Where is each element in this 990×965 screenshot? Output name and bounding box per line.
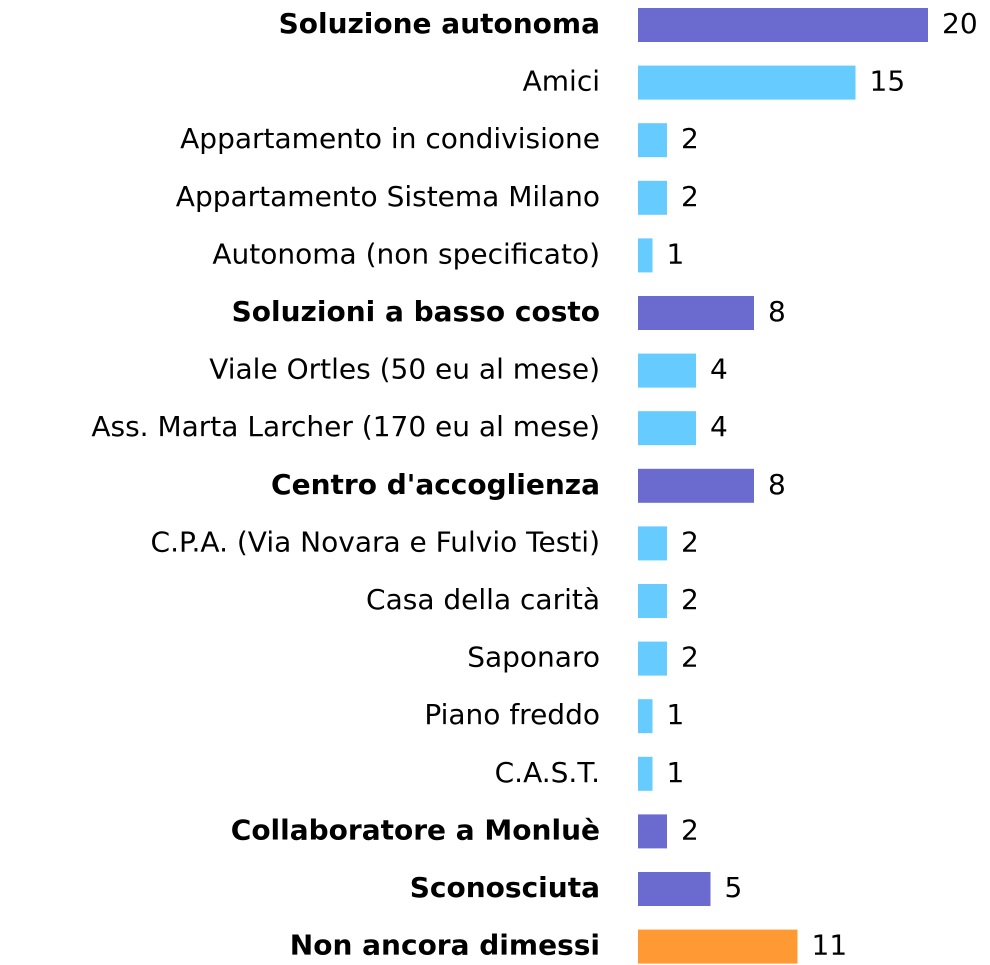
category-label: Saponaro	[467, 641, 600, 674]
category-label: Viale Ortles (50 eu al mese)	[209, 353, 600, 386]
value-label: 5	[725, 871, 743, 904]
bar	[638, 872, 711, 906]
bar	[638, 353, 696, 388]
value-label: 2	[681, 813, 699, 846]
bar	[638, 641, 667, 676]
bar	[638, 468, 754, 503]
category-label: Appartamento in condivisione	[180, 122, 600, 155]
value-label: 2	[681, 641, 699, 674]
bar	[638, 584, 667, 618]
bar	[638, 296, 754, 330]
value-label: 8	[768, 295, 786, 328]
category-label: Casa della carità	[366, 583, 600, 616]
value-label: 1	[667, 698, 685, 731]
value-label: 2	[681, 180, 699, 213]
category-label: Collaboratore a Monluè	[231, 813, 600, 846]
bar	[638, 180, 667, 215]
category-label: Centro d'accoglienza	[271, 468, 600, 501]
bar	[638, 65, 856, 100]
value-label: 4	[710, 410, 728, 443]
category-label: Amici	[523, 65, 600, 98]
category-label: Ass. Marta Larcher (170 eu al mese)	[91, 410, 600, 443]
value-label: 20	[942, 7, 978, 40]
category-label: Autonoma (non specificato)	[212, 237, 600, 270]
category-label: C.P.A. (Via Novara e Fulvio Testi)	[151, 525, 600, 558]
value-label: 2	[681, 583, 699, 616]
bar	[638, 238, 653, 273]
bar	[638, 411, 696, 446]
bar	[638, 814, 667, 849]
value-label: 11	[812, 929, 848, 962]
category-label: Sconosciuta	[410, 871, 600, 904]
value-label: 1	[667, 237, 685, 270]
value-label: 2	[681, 525, 699, 558]
category-label: C.A.S.T.	[495, 756, 600, 789]
category-label: Non ancora dimessi	[290, 929, 600, 962]
category-label: Soluzione autonoma	[279, 7, 600, 40]
category-label: Soluzioni a basso costo	[232, 295, 600, 328]
value-label: 15	[870, 65, 906, 98]
category-label: Appartamento Sistema Milano	[176, 180, 600, 213]
bar	[638, 699, 653, 734]
bar	[638, 123, 667, 158]
value-label: 2	[681, 122, 699, 155]
value-label: 4	[710, 353, 728, 386]
value-label: 1	[667, 756, 685, 789]
bar	[638, 756, 653, 791]
value-label: 8	[768, 468, 786, 501]
bar	[638, 8, 928, 42]
category-label: Piano freddo	[424, 698, 600, 731]
bar	[638, 929, 798, 964]
bar	[638, 526, 667, 561]
